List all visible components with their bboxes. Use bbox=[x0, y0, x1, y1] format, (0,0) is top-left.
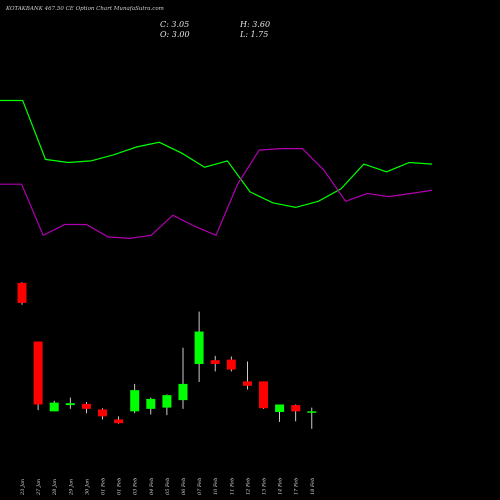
low-value: L: 1.75 bbox=[240, 30, 269, 39]
overlay-line-2 bbox=[0, 148, 433, 240]
candle-body-down bbox=[98, 409, 107, 417]
candle-body-down bbox=[210, 360, 220, 364]
candle-body-down bbox=[291, 405, 301, 412]
candle bbox=[65, 397, 75, 409]
candle-body-down bbox=[259, 381, 268, 409]
overlay-lines bbox=[0, 99, 433, 240]
candle-body-up bbox=[146, 398, 156, 409]
candle-body-up bbox=[194, 331, 204, 364]
candle bbox=[259, 381, 268, 409]
x-tick-label: 12 Feb bbox=[245, 478, 251, 495]
candle bbox=[146, 397, 156, 415]
candle bbox=[210, 355, 220, 372]
candle-body-down bbox=[17, 282, 27, 303]
candle bbox=[33, 341, 43, 411]
candle bbox=[98, 408, 107, 420]
candle-body-up bbox=[178, 383, 188, 401]
x-tick-label: 01 Feb bbox=[117, 478, 123, 495]
candle bbox=[242, 361, 252, 390]
candle bbox=[17, 282, 27, 305]
x-tick-label: 30 Jan bbox=[84, 479, 90, 495]
x-tick-label: 03 Feb bbox=[133, 478, 139, 495]
candle-body-down bbox=[242, 381, 252, 386]
candle bbox=[226, 356, 236, 372]
candle-body-down bbox=[81, 403, 91, 409]
candle bbox=[194, 311, 204, 383]
candle bbox=[49, 400, 59, 412]
close-value: C: 3.05 bbox=[160, 20, 190, 29]
x-tick-label: 05 Feb bbox=[165, 478, 171, 495]
x-tick-label: 27 Jan bbox=[36, 479, 42, 496]
x-tick-label: 18 Feb bbox=[310, 478, 316, 495]
x-tick-label: 23 Jan bbox=[20, 479, 26, 496]
candle-body-down bbox=[114, 419, 124, 424]
open-value: O: 3.00 bbox=[160, 30, 190, 39]
x-tick-label: 11 Feb bbox=[229, 478, 235, 495]
overlay-line-1 bbox=[0, 99, 433, 209]
x-tick-label: 01 Feb bbox=[101, 478, 107, 495]
x-tick-label: 07 Feb bbox=[197, 478, 203, 495]
candle-body-up bbox=[130, 390, 140, 412]
x-tick-label: 29 Jan bbox=[68, 479, 74, 496]
x-tick-label: 13 Feb bbox=[262, 478, 268, 495]
x-tick-label: 04 Feb bbox=[149, 478, 155, 495]
candle-body-up bbox=[49, 402, 59, 412]
candle-body-down bbox=[226, 359, 236, 370]
candles bbox=[17, 282, 317, 429]
candle-body-up bbox=[307, 411, 317, 413]
candle bbox=[178, 347, 188, 409]
x-tick-label: 06 Feb bbox=[181, 478, 187, 495]
candle bbox=[81, 401, 91, 414]
candle bbox=[307, 407, 317, 429]
candle-body-up bbox=[275, 404, 285, 412]
candle-body-up bbox=[162, 395, 172, 408]
candle-body-down bbox=[33, 341, 43, 405]
candle bbox=[291, 404, 301, 422]
x-tick-label: 10 Feb bbox=[213, 478, 219, 495]
candle bbox=[130, 383, 140, 414]
chart-title: KOTAKBANK 467.50 CE Option Chart MunafaS… bbox=[6, 6, 164, 12]
candle bbox=[162, 394, 172, 416]
high-value: H: 3.60 bbox=[240, 20, 271, 29]
x-tick-label: 28 Jan bbox=[52, 479, 58, 496]
x-tick-label: 17 Feb bbox=[294, 478, 300, 495]
candle bbox=[275, 404, 285, 422]
candle bbox=[114, 416, 124, 424]
candle-body-up bbox=[65, 403, 75, 406]
x-axis-labels: 23 Jan 27 Jan 28 Jan 29 Jan 30 Jan 01 Feb 01 F… bbox=[20, 478, 316, 496]
x-tick-label: 14 Feb bbox=[278, 478, 284, 495]
